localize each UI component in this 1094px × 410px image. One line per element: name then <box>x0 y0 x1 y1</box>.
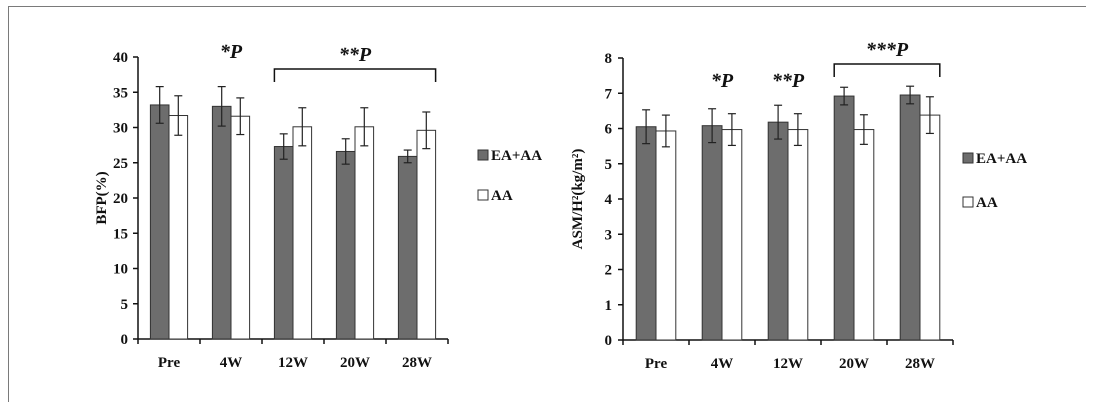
significance-label: **P <box>772 70 805 92</box>
y-tick-label: 30 <box>113 121 128 137</box>
chart-panel-1: 0 5 10 15 20 25 30 35 40 Pre 4W 12W 20W 28W BFP(%) EA+A… <box>94 41 542 371</box>
x-tick-label: 12W <box>773 356 803 372</box>
bar-aa <box>168 115 189 340</box>
bar-aa <box>354 126 375 340</box>
y-axis-title: BFP(%) <box>94 171 110 224</box>
legend-label: AA <box>491 188 513 204</box>
legend-swatch <box>477 189 489 201</box>
bar-ea-aa <box>211 105 232 340</box>
y-tick-label: 0 <box>605 333 613 349</box>
bar-aa <box>919 114 941 341</box>
chart-panel-2: 0 1 2 3 4 5 6 7 8 Pre 4W 12W 20W 28W ASM/H²(kg/m²) EA+A… <box>570 39 1027 372</box>
x-tick-label: 20W <box>340 355 370 371</box>
figure-frame <box>8 6 1086 402</box>
y-tick-label: 5 <box>605 157 613 173</box>
bar-aa <box>853 129 875 341</box>
y-tick-label: 25 <box>113 156 128 172</box>
bar-ea-aa <box>833 95 855 341</box>
x-tick-label: 28W <box>402 355 432 371</box>
y-tick-label: 5 <box>121 297 129 313</box>
significance-label: *P <box>711 70 734 92</box>
y-tick-label: 15 <box>113 226 128 242</box>
bar-ea-aa <box>899 94 921 341</box>
y-tick-label: 1 <box>605 298 613 314</box>
y-tick-label: 4 <box>605 192 613 208</box>
bar-ea-aa <box>149 104 170 340</box>
bar-aa <box>416 129 437 340</box>
bar-ea-aa <box>397 155 418 340</box>
x-tick-label: 20W <box>839 356 869 372</box>
significance-label: **P <box>339 44 372 66</box>
bar-ea-aa <box>273 146 294 340</box>
y-tick-label: 7 <box>605 86 613 102</box>
legend-swatch <box>477 149 489 161</box>
bar-ea-aa <box>767 121 789 341</box>
significance-label: *P <box>220 41 243 63</box>
x-tick-label: 4W <box>711 356 734 372</box>
x-tick-label: 4W <box>220 355 243 371</box>
y-tick-label: 6 <box>605 122 613 138</box>
legend-swatch <box>962 152 974 164</box>
y-tick-label: 3 <box>605 227 613 243</box>
bar-ea-aa <box>701 125 723 341</box>
y-tick-label: 35 <box>113 85 128 101</box>
y-tick-label: 0 <box>121 332 129 348</box>
bar-ea-aa <box>335 150 356 340</box>
significance-bracket <box>273 68 437 82</box>
y-tick-label: 40 <box>113 50 128 66</box>
bar-aa <box>721 129 743 341</box>
y-tick-label: 10 <box>113 262 128 278</box>
x-tick-label: 28W <box>905 356 935 372</box>
y-tick-label: 20 <box>113 191 128 207</box>
bar-aa <box>655 130 677 341</box>
y-tick-label: 2 <box>605 263 613 279</box>
bar-aa <box>230 115 251 340</box>
significance-label: ***P <box>866 39 909 61</box>
legend-label: AA <box>976 195 998 211</box>
legend-swatch <box>962 196 974 208</box>
x-tick-label: Pre <box>645 356 668 372</box>
x-tick-label: 12W <box>278 355 308 371</box>
x-tick-label: Pre <box>158 355 181 371</box>
y-axis-title: ASM/H²(kg/m²) <box>570 149 586 250</box>
y-tick-label: 8 <box>605 51 613 67</box>
bar-aa <box>292 126 313 340</box>
bar-aa <box>787 129 809 341</box>
legend-label: EA+AA <box>491 148 542 164</box>
bar-ea-aa <box>635 126 657 341</box>
legend-label: EA+AA <box>976 151 1027 167</box>
significance-bracket <box>833 63 941 77</box>
